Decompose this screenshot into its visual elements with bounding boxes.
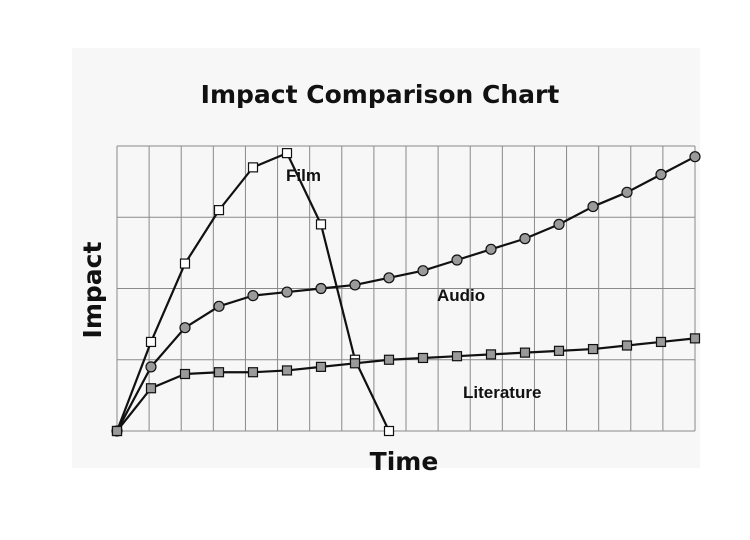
series-label-literature: Literature	[463, 383, 541, 402]
data-point-film	[247, 162, 259, 173]
background-page	[72, 48, 700, 468]
data-point-literature	[111, 425, 123, 437]
series-label-audio: Audio	[437, 286, 485, 305]
data-point-audio	[519, 233, 531, 245]
data-point-film	[383, 425, 395, 437]
data-point-audio	[621, 186, 633, 198]
data-point-film	[281, 148, 293, 159]
data-point-literature	[451, 351, 463, 362]
data-point-literature	[587, 343, 599, 355]
data-point-audio	[145, 361, 157, 373]
data-point-literature	[383, 354, 395, 365]
data-point-film	[213, 205, 225, 216]
data-point-audio	[655, 168, 667, 181]
data-point-audio	[247, 290, 259, 302]
series-label-film: Film	[286, 166, 321, 185]
data-point-literature	[281, 365, 293, 376]
series-line-literature	[116, 337, 696, 432]
data-point-literature	[349, 358, 361, 369]
data-point-audio	[587, 200, 599, 213]
data-point-audio	[213, 300, 225, 312]
data-point-literature	[145, 383, 157, 394]
data-point-audio	[451, 254, 463, 266]
data-point-literature	[519, 347, 531, 358]
x-axis-label: Time	[370, 447, 439, 476]
data-point-literature	[213, 367, 225, 378]
data-point-literature	[655, 336, 667, 348]
data-point-audio	[349, 279, 361, 291]
data-point-audio	[179, 322, 191, 334]
data-point-film	[315, 219, 327, 230]
data-point-literature	[315, 361, 327, 372]
data-point-film	[179, 258, 191, 269]
data-point-audio	[281, 286, 293, 298]
data-point-literature	[417, 352, 429, 364]
data-point-literature	[553, 345, 565, 356]
data-point-literature	[485, 349, 497, 360]
series-group	[111, 148, 701, 437]
data-point-film	[145, 336, 157, 348]
y-axis-label: Impact	[78, 242, 107, 339]
data-point-audio	[315, 282, 327, 295]
data-point-literature	[689, 333, 701, 344]
chart-title: Impact Comparison Chart	[201, 80, 560, 109]
data-point-audio	[485, 243, 497, 255]
data-point-audio	[689, 151, 701, 163]
data-point-literature	[621, 340, 633, 351]
data-point-literature	[179, 368, 191, 380]
data-point-literature	[247, 367, 259, 378]
data-point-audio	[553, 218, 565, 230]
data-point-audio	[383, 272, 395, 284]
series-line-audio	[116, 155, 696, 432]
grid	[116, 145, 696, 432]
data-point-audio	[417, 265, 429, 277]
